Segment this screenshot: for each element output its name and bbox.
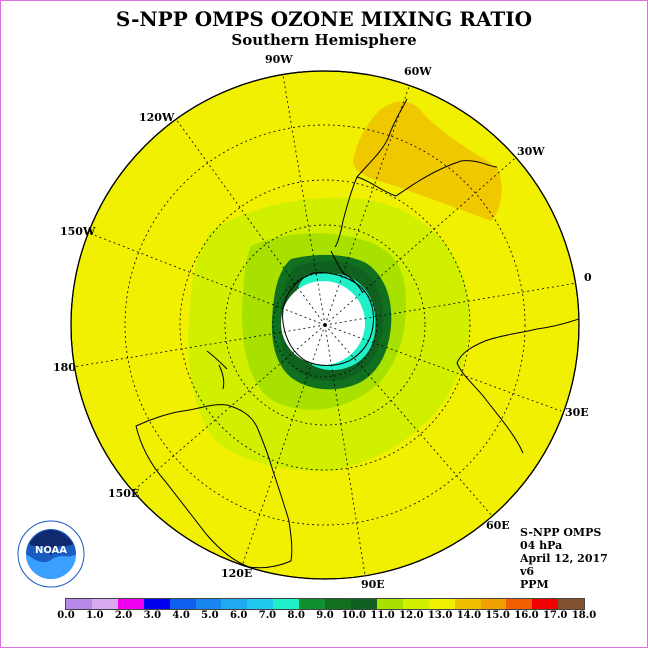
colorbar-tick-label: 10.0	[341, 610, 366, 621]
colorbar-ticks: 0.0 1.0 2.0 3.0 4.0 5.0 6.0 7.0 8.0 9.0 10.0 11.0 12…	[1, 610, 647, 624]
colorbar	[65, 598, 585, 610]
madagascar-coast	[556, 470, 566, 504]
lon-label-60w: 60W	[404, 65, 432, 78]
lon-label-30w: 30W	[517, 145, 545, 158]
colorbar-tick-label: 18.0	[571, 610, 597, 621]
colorbar-segment	[66, 599, 92, 609]
colorbar-tick-label: 13.0	[427, 610, 453, 621]
lon-label-60e: 60E	[486, 519, 510, 532]
colorbar-segment	[117, 599, 144, 609]
colorbar-segment	[350, 599, 377, 609]
globe-outline	[70, 70, 580, 580]
info-date: April 12, 2017	[520, 552, 608, 565]
colorbar-segment	[299, 599, 326, 609]
lon-label-120e: 120E	[221, 567, 253, 580]
colorbar-segment	[532, 599, 559, 609]
figure-title: S-NPP OMPS OZONE MIXING RATIO	[115, 7, 533, 31]
colorbar-tick-label: 4.0	[172, 610, 190, 621]
lon-label-150w: 150W	[60, 225, 96, 238]
lon-label-90e: 90E	[361, 578, 385, 591]
colorbar-segment	[143, 599, 170, 609]
info-level: 04 hPa	[520, 539, 563, 552]
colorbar-segment	[480, 599, 507, 609]
colorbar-segment	[273, 599, 300, 609]
polar-night-region	[281, 281, 365, 365]
colorbar-segment	[376, 599, 403, 609]
lon-label-30e: 30E	[565, 406, 589, 419]
australia-coast	[135, 404, 293, 569]
colorbar-segment	[221, 599, 248, 609]
colorbar-segment	[428, 599, 455, 609]
lon-label-180: 180	[53, 361, 76, 374]
colorbar-tick-label: 17.0	[543, 610, 568, 621]
colorbar-segment	[91, 599, 118, 609]
colorbar-tick-label: 7.0	[258, 610, 277, 621]
antarctica-coast	[282, 272, 374, 366]
lon-label-0: 0	[584, 271, 592, 284]
south-america-coast	[334, 98, 498, 248]
south-pole-marker	[323, 323, 327, 327]
colorbar-tick-label: 11.0	[370, 610, 395, 621]
coastlines	[135, 98, 579, 569]
colorbar-tick-label: 0.0	[57, 610, 75, 621]
colorbar-segment	[506, 599, 533, 609]
lon-label-90w: 90W	[265, 53, 293, 66]
colorbar-tick-label: 6.0	[229, 610, 248, 621]
colorbar-segment	[325, 599, 351, 609]
antarctic-peninsula-coast	[330, 250, 364, 294]
colorbar-segment	[402, 599, 429, 609]
africa-coast	[456, 318, 579, 454]
colorbar-tick-label: 9.0	[316, 610, 334, 621]
info-block: S-NPP OMPS 04 hPa April 12, 2017 v6 PPM	[520, 526, 608, 591]
colorbar-tick-label: 16.0	[514, 610, 539, 621]
info-units: PPM	[520, 578, 549, 591]
colorbar-segment	[454, 599, 481, 609]
colorbar-tick-label: 8.0	[287, 610, 305, 621]
colorbar-tick-label: 15.0	[485, 610, 510, 621]
colorbar-segment	[195, 599, 222, 609]
info-instrument: S-NPP OMPS	[520, 526, 602, 539]
graticule	[72, 74, 578, 576]
noaa-logo: NOAA	[17, 520, 85, 588]
info-version: v6	[520, 565, 535, 578]
noaa-logo-text: NOAA	[35, 545, 67, 556]
colorbar-segment	[558, 599, 585, 609]
figure-subtitle: Southern Hemisphere	[231, 31, 417, 49]
colorbar-tick-label: 5.0	[201, 610, 219, 621]
lon-label-150e: 150E	[108, 487, 140, 500]
lon-label-120w: 120W	[139, 111, 175, 124]
colorbar-tick-label: 3.0	[143, 610, 162, 621]
new-zealand-coast	[206, 350, 228, 390]
colorbar-segment	[169, 599, 196, 609]
colorbar-segment	[247, 599, 274, 609]
colorbar-tick-label: 2.0	[114, 610, 133, 621]
colorbar-tick-label: 1.0	[86, 610, 104, 621]
colorbar-tick-label: 12.0	[399, 610, 424, 621]
colorbar-tick-label: 14.0	[456, 610, 482, 621]
